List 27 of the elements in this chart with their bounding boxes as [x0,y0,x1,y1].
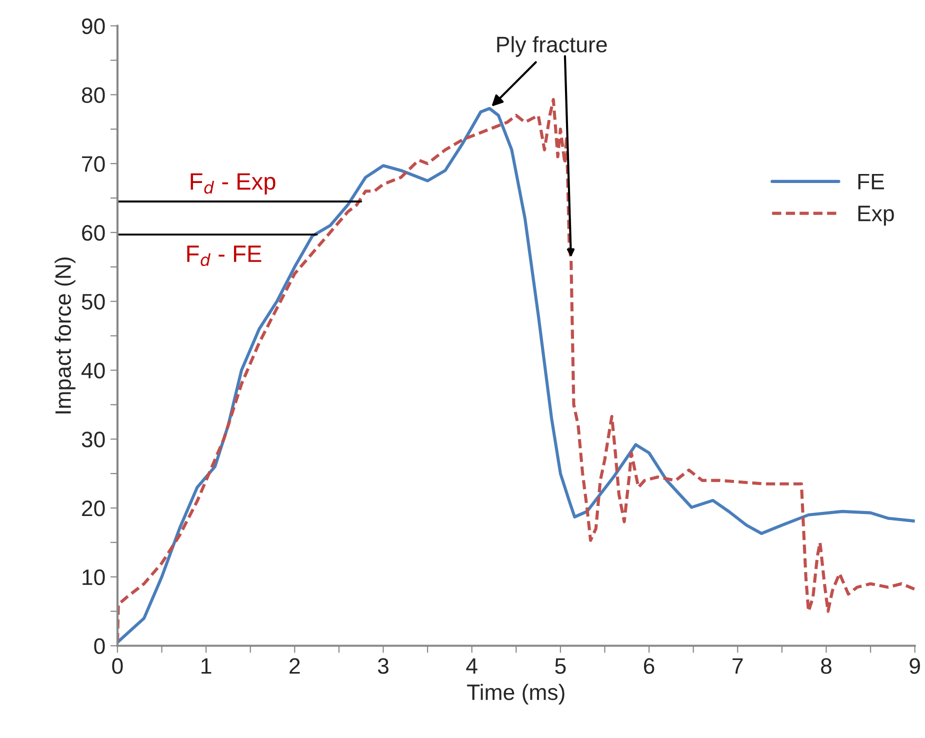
y-tick-label: 80 [82,87,105,103]
y-tick-label: 30 [82,432,105,448]
x-axis-title: Time (ms) [467,684,564,705]
legend-label: FE [858,174,884,190]
y-tick-label: 20 [82,500,105,516]
annotation: Ply fracture [497,36,607,57]
x-tick-label: 1 [202,658,212,674]
y-tick-label: 0 [94,638,105,654]
y-tick-label: 40 [81,362,105,378]
y-tick-label: 90 [82,18,105,34]
y-tick-label: 10 [82,569,105,586]
x-tick-label: 0 [112,658,123,674]
annotation: F$_{d}$ - FE [187,246,262,266]
y-tick-label: 60 [82,225,105,241]
x-tick-label: 9 [910,658,920,674]
y-axis-title: Impact force (N) [54,258,76,414]
x-tick-label: 2 [290,658,300,674]
annotation: F$_{d}$ - Exp [190,173,276,194]
y-tick-label: 50 [82,294,105,310]
x-tick-label: 5 [555,658,566,674]
x-tick-label: 4 [466,658,478,674]
x-tick-label: 8 [821,658,832,674]
legend-label: Exp [858,206,894,226]
x-tick-label: 6 [644,658,654,674]
y-tick-label: 70 [82,156,105,172]
x-tick-label: 3 [378,658,388,674]
x-tick-label: 7 [732,658,743,674]
